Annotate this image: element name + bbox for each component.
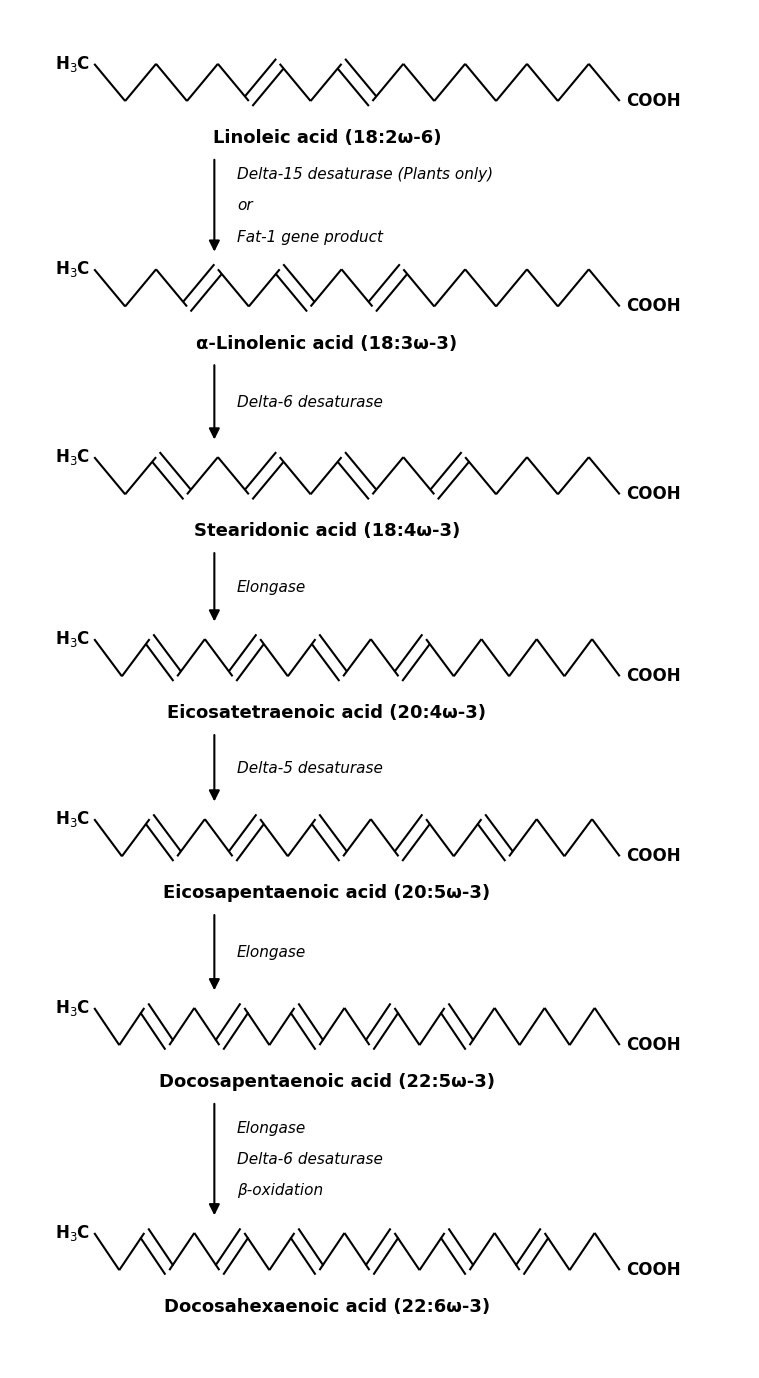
Text: Elongase: Elongase: [237, 1120, 306, 1135]
Text: H$_3$C: H$_3$C: [55, 446, 90, 467]
Text: or: or: [237, 198, 253, 214]
Text: Elongase: Elongase: [237, 945, 306, 960]
Text: COOH: COOH: [625, 485, 680, 503]
Text: Eicosatetraenoic acid (20:4ω-3): Eicosatetraenoic acid (20:4ω-3): [168, 704, 487, 722]
Text: Delta-6 desaturase: Delta-6 desaturase: [237, 395, 383, 409]
Text: H$_3$C: H$_3$C: [55, 54, 90, 74]
Text: COOH: COOH: [625, 667, 680, 685]
Text: H$_3$C: H$_3$C: [55, 809, 90, 830]
Text: Delta-15 desaturase (Plants only): Delta-15 desaturase (Plants only): [237, 167, 493, 182]
Text: Delta-5 desaturase: Delta-5 desaturase: [237, 761, 383, 776]
Text: α-Linolenic acid (18:3ω-3): α-Linolenic acid (18:3ω-3): [197, 335, 458, 353]
Text: Docosapentaenoic acid (22:5ω-3): Docosapentaenoic acid (22:5ω-3): [159, 1073, 495, 1091]
Text: H$_3$C: H$_3$C: [55, 1222, 90, 1243]
Text: H$_3$C: H$_3$C: [55, 630, 90, 649]
Text: Fat-1 gene product: Fat-1 gene product: [237, 230, 383, 244]
Text: COOH: COOH: [625, 1036, 680, 1054]
Text: Linoleic acid (18:2ω-6): Linoleic acid (18:2ω-6): [213, 130, 441, 147]
Text: Delta-6 desaturase: Delta-6 desaturase: [237, 1152, 383, 1167]
Text: H$_3$C: H$_3$C: [55, 998, 90, 1018]
Text: COOH: COOH: [625, 92, 680, 110]
Text: COOH: COOH: [625, 847, 680, 865]
Text: Docosahexaenoic acid (22:6ω-3): Docosahexaenoic acid (22:6ω-3): [164, 1298, 490, 1316]
Text: H$_3$C: H$_3$C: [55, 259, 90, 280]
Text: COOH: COOH: [625, 1261, 680, 1279]
Text: Elongase: Elongase: [237, 580, 306, 595]
Text: COOH: COOH: [625, 298, 680, 316]
Text: Eicosapentaenoic acid (20:5ω-3): Eicosapentaenoic acid (20:5ω-3): [163, 885, 490, 903]
Text: Stearidonic acid (18:4ω-3): Stearidonic acid (18:4ω-3): [194, 522, 460, 540]
Text: β-oxidation: β-oxidation: [237, 1184, 323, 1199]
